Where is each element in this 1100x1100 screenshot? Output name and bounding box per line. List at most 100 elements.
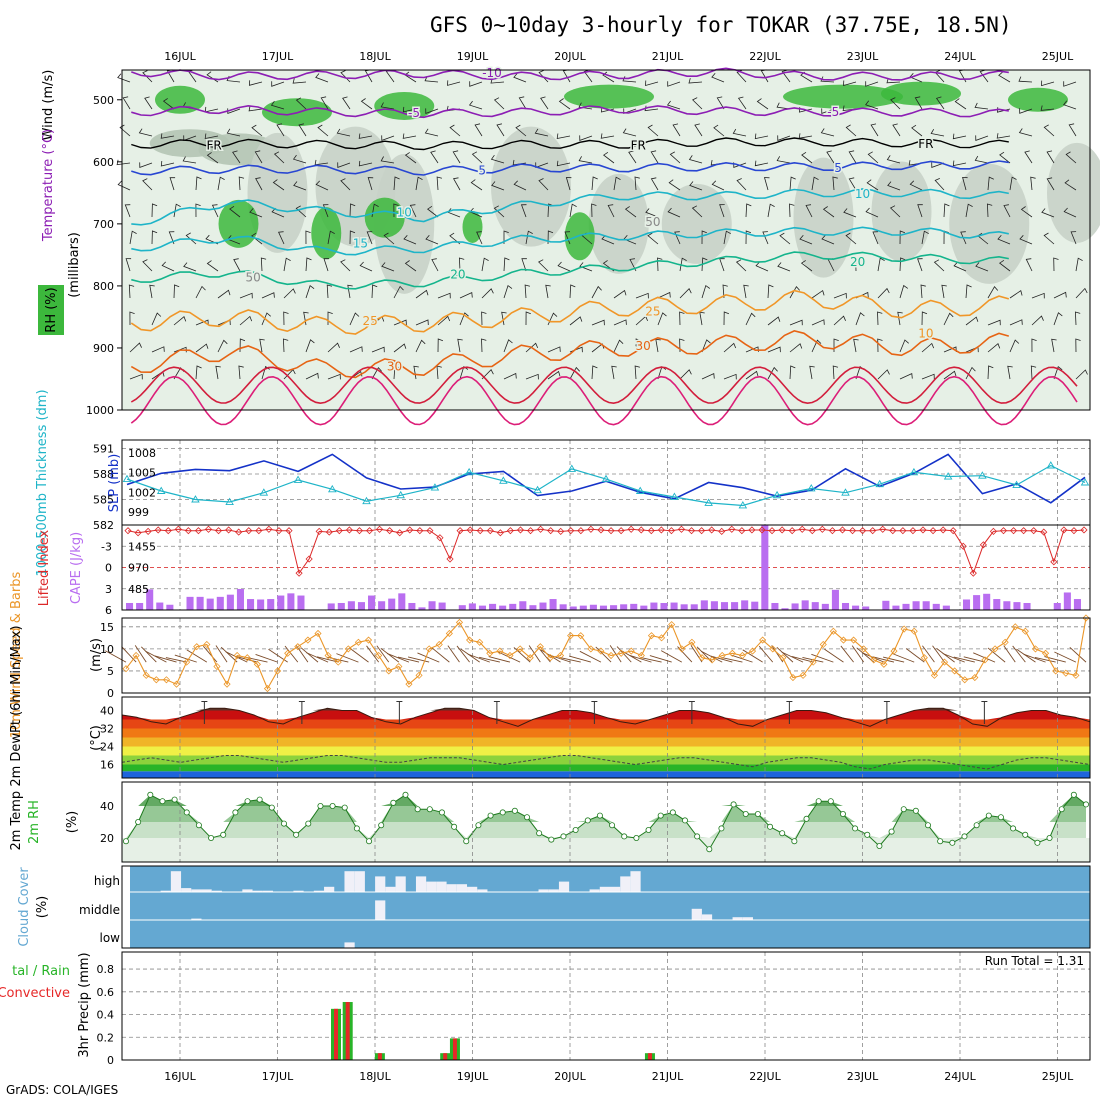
date-label-top: 24JUL bbox=[944, 50, 976, 63]
wind-barb bbox=[1031, 338, 1037, 353]
wind-speed-marker bbox=[860, 645, 868, 653]
wind-barb bbox=[943, 370, 957, 380]
wind-barb bbox=[822, 206, 835, 218]
cloud-bar bbox=[354, 871, 365, 892]
wind-barb bbox=[415, 289, 429, 299]
contour-label: 10 bbox=[918, 326, 933, 340]
cape-bar bbox=[226, 594, 234, 610]
surface-barb bbox=[349, 648, 369, 663]
wind-barb bbox=[534, 128, 549, 137]
wind-barb bbox=[430, 150, 439, 164]
wind-barb bbox=[371, 284, 378, 299]
cloud-bar bbox=[599, 886, 610, 892]
wind-speed-marker bbox=[183, 658, 191, 666]
wind-barb bbox=[962, 176, 968, 191]
date-label-top: 25JUL bbox=[1042, 50, 1074, 63]
surface-barb bbox=[559, 657, 581, 663]
lifted-index-marker bbox=[798, 525, 806, 533]
wind-barb bbox=[358, 160, 373, 167]
wind-barb bbox=[745, 203, 752, 218]
wind-speed-marker bbox=[476, 638, 484, 646]
wind-barb bbox=[853, 338, 859, 353]
temperature-band bbox=[122, 737, 1090, 747]
cape-bar bbox=[882, 600, 890, 610]
temp-tick: 40 bbox=[100, 705, 114, 718]
temperature-contour bbox=[131, 188, 1009, 226]
wind-barb bbox=[336, 128, 351, 137]
slp-tick: 999 bbox=[128, 506, 149, 519]
thickness-marker bbox=[738, 501, 748, 509]
lifted-index-marker bbox=[325, 528, 333, 536]
wind-barb bbox=[899, 257, 906, 272]
rh-marker bbox=[548, 836, 555, 843]
temperature-band bbox=[122, 746, 1090, 756]
thickness-axis-label: 1000-500mb Thickness (dm) bbox=[35, 389, 50, 576]
lifted-index-marker bbox=[768, 527, 776, 535]
wind-barb bbox=[934, 178, 945, 191]
wind-barb bbox=[877, 338, 883, 353]
surface-barb bbox=[677, 646, 693, 663]
date-label-bottom: 19JUL bbox=[457, 1070, 489, 1083]
wind-barb bbox=[1068, 123, 1077, 137]
surface-barb bbox=[569, 655, 591, 663]
cloud-level-label: middle bbox=[79, 903, 120, 917]
wind-barb bbox=[525, 311, 531, 326]
wind-barb bbox=[789, 343, 803, 353]
wind-barb bbox=[629, 258, 637, 272]
rh-marker bbox=[317, 803, 324, 810]
wind-speed-marker bbox=[658, 634, 666, 642]
surface-barb bbox=[548, 654, 571, 663]
wind-barb bbox=[169, 177, 176, 191]
wind-speed-marker bbox=[193, 643, 201, 651]
wind-barb bbox=[424, 128, 439, 137]
wind-barb bbox=[889, 205, 901, 218]
wind-barb bbox=[921, 373, 935, 380]
wind-barb bbox=[603, 151, 615, 164]
wind-barb bbox=[173, 316, 187, 326]
surface-barb bbox=[824, 648, 844, 663]
cloud-bar bbox=[242, 889, 253, 892]
wind-barb bbox=[701, 230, 707, 245]
cape-bar bbox=[1023, 602, 1031, 610]
cloud-bar bbox=[313, 890, 325, 892]
lifted-index-marker bbox=[416, 527, 424, 535]
wind-barb bbox=[657, 257, 663, 272]
wind-speed-marker bbox=[1062, 669, 1070, 677]
near-surface-contour bbox=[130, 375, 1078, 426]
cloud-bar bbox=[191, 918, 202, 920]
wind-speed-marker bbox=[385, 667, 393, 675]
wind-barb bbox=[1065, 151, 1077, 164]
wind-speed-marker bbox=[172, 680, 181, 688]
wind-barb bbox=[691, 205, 703, 218]
contour-label: FR bbox=[918, 137, 933, 151]
rh-marker bbox=[961, 833, 968, 840]
wind-barb bbox=[337, 162, 351, 168]
wind-barb bbox=[767, 284, 774, 299]
wind-speed-marker bbox=[698, 654, 706, 662]
wind-barb bbox=[217, 176, 225, 191]
convective-bar bbox=[377, 1053, 382, 1060]
wind-barb bbox=[1030, 365, 1037, 380]
wind-barb bbox=[997, 235, 1011, 245]
cape-bar bbox=[610, 605, 618, 610]
wind-barb bbox=[635, 338, 641, 353]
rh-marker bbox=[633, 835, 640, 842]
cloud-bar bbox=[446, 884, 457, 892]
rh-marker bbox=[183, 809, 190, 816]
wind-speed-marker bbox=[1001, 638, 1009, 646]
wind-barb bbox=[634, 365, 641, 380]
wind-barb bbox=[470, 179, 483, 191]
lifted-index-marker bbox=[869, 527, 877, 535]
wind-speed-marker bbox=[829, 627, 837, 635]
wind-barb bbox=[359, 261, 373, 272]
wind-barb bbox=[811, 319, 825, 326]
temperature-unit-label: (°C) bbox=[89, 725, 104, 751]
wind-barb bbox=[779, 232, 791, 245]
wind-speed-marker bbox=[910, 627, 918, 635]
panel-frame bbox=[121, 524, 1091, 611]
wind-barb bbox=[679, 257, 687, 272]
lifted-index-marker bbox=[989, 527, 997, 535]
rh-marker bbox=[609, 822, 616, 829]
lifted-index-marker bbox=[838, 526, 847, 534]
cape-bar bbox=[478, 605, 487, 610]
